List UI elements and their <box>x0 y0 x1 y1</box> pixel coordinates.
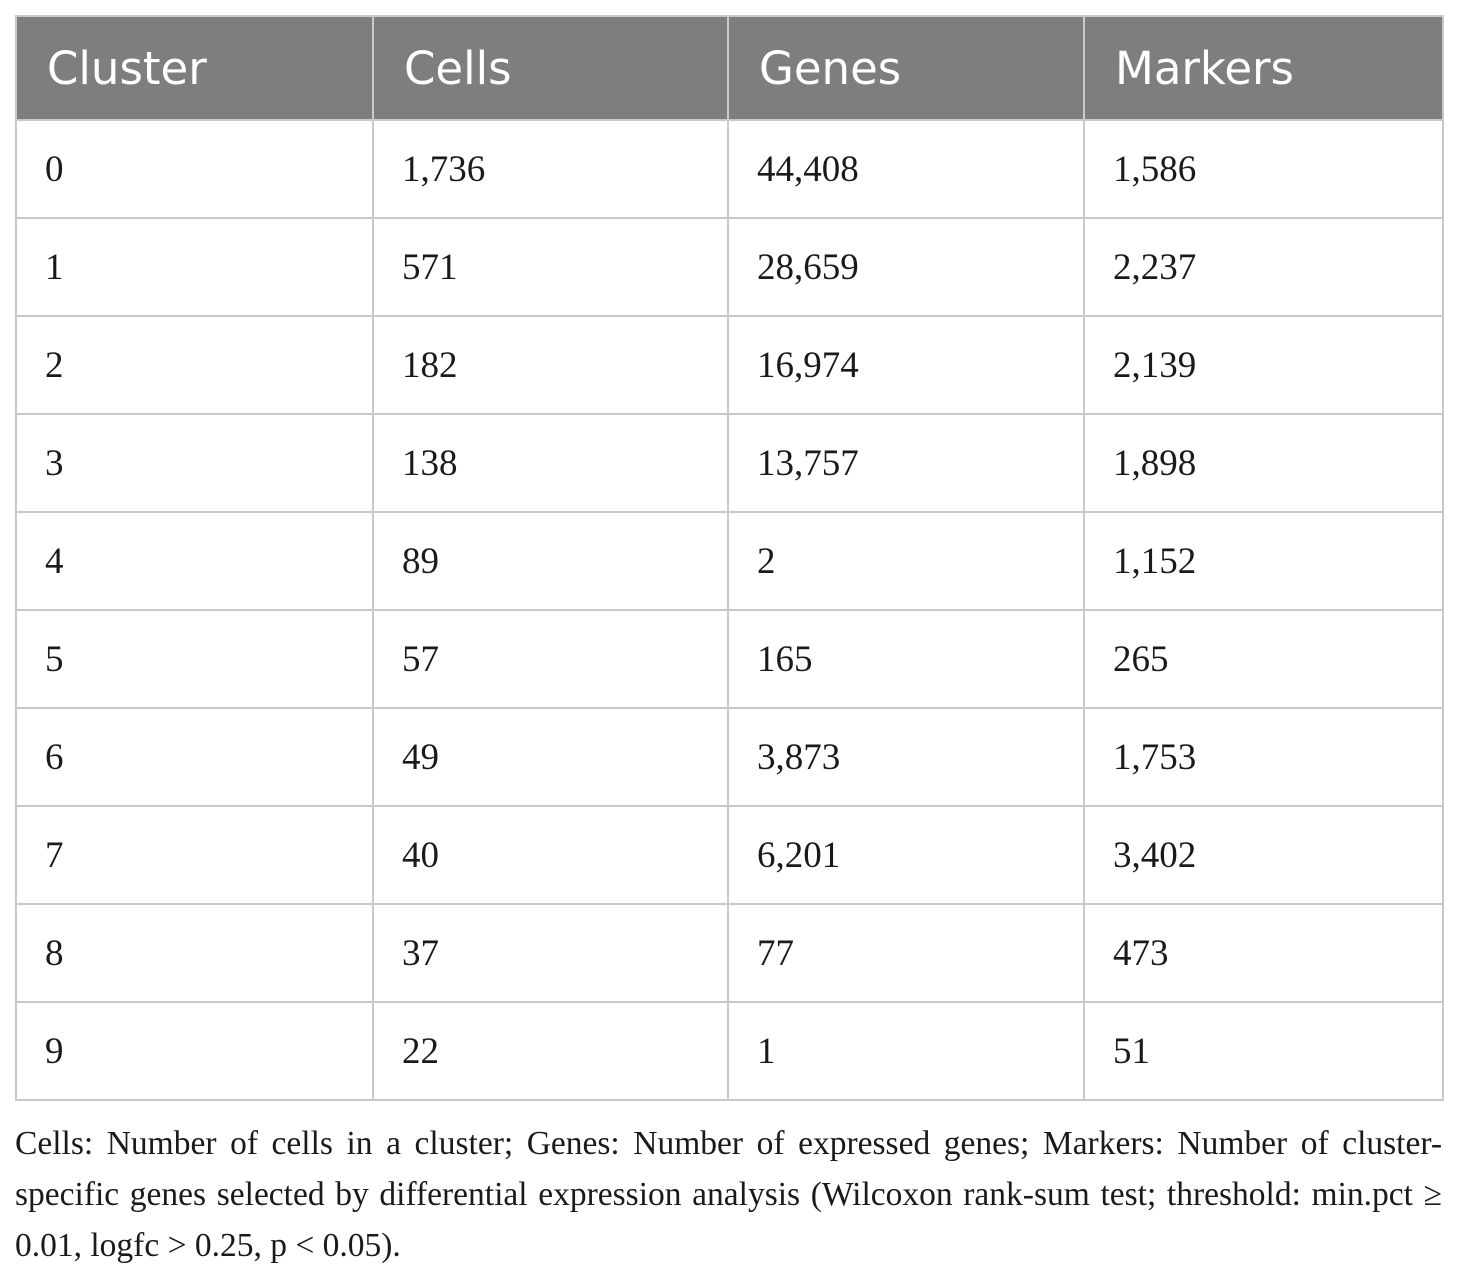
cell-cells: 138 <box>372 413 729 513</box>
cell-genes: 1 <box>727 1001 1085 1101</box>
table-row: 9 22 1 51 <box>15 1001 1444 1101</box>
cell-markers: 2,237 <box>1083 217 1444 317</box>
cell-genes: 2 <box>727 511 1085 611</box>
table-row: 4 89 2 1,152 <box>15 511 1444 611</box>
cell-cells: 57 <box>372 609 729 709</box>
table-row: 2 182 16,974 2,139 <box>15 315 1444 415</box>
cluster-table: Cluster Cells Genes Markers 0 1,736 44,4… <box>15 15 1444 1101</box>
cell-cells: 37 <box>372 903 729 1003</box>
cell-cells: 182 <box>372 315 729 415</box>
cell-genes: 77 <box>727 903 1085 1003</box>
cell-cells: 89 <box>372 511 729 611</box>
cell-genes: 6,201 <box>727 805 1085 905</box>
column-header-markers: Markers <box>1083 15 1444 121</box>
table-row: 3 138 13,757 1,898 <box>15 413 1444 513</box>
cell-markers: 1,753 <box>1083 707 1444 807</box>
cell-cluster: 9 <box>15 1001 374 1101</box>
column-header-genes: Genes <box>727 15 1085 121</box>
table-row: 6 49 3,873 1,753 <box>15 707 1444 807</box>
cell-cluster: 2 <box>15 315 374 415</box>
cell-cells: 1,736 <box>372 119 729 219</box>
cell-cluster: 6 <box>15 707 374 807</box>
cell-markers: 2,139 <box>1083 315 1444 415</box>
cell-genes: 28,659 <box>727 217 1085 317</box>
cell-genes: 13,757 <box>727 413 1085 513</box>
table-header-row: Cluster Cells Genes Markers <box>15 15 1444 121</box>
cell-genes: 3,873 <box>727 707 1085 807</box>
column-header-cluster: Cluster <box>15 15 374 121</box>
table-body: 0 1,736 44,408 1,586 1 571 28,659 2,237 … <box>15 119 1444 1101</box>
cell-cluster: 3 <box>15 413 374 513</box>
cell-cluster: 0 <box>15 119 374 219</box>
table-row: 8 37 77 473 <box>15 903 1444 1003</box>
cell-cells: 22 <box>372 1001 729 1101</box>
cluster-table-container: Cluster Cells Genes Markers 0 1,736 44,4… <box>15 15 1444 1101</box>
table-row: 5 57 165 265 <box>15 609 1444 709</box>
cell-markers: 265 <box>1083 609 1444 709</box>
column-header-cells: Cells <box>372 15 729 121</box>
cell-cluster: 5 <box>15 609 374 709</box>
cell-cluster: 8 <box>15 903 374 1003</box>
cell-markers: 1,586 <box>1083 119 1444 219</box>
cell-genes: 44,408 <box>727 119 1085 219</box>
table-footnote: Cells: Number of cells in a cluster; Gen… <box>15 1125 1442 1264</box>
cell-markers: 473 <box>1083 903 1444 1003</box>
cell-genes: 165 <box>727 609 1085 709</box>
cell-cells: 40 <box>372 805 729 905</box>
table-row: 1 571 28,659 2,237 <box>15 217 1444 317</box>
table-row: 0 1,736 44,408 1,586 <box>15 119 1444 219</box>
table-row: 7 40 6,201 3,402 <box>15 805 1444 905</box>
cell-markers: 1,898 <box>1083 413 1444 513</box>
cell-cluster: 7 <box>15 805 374 905</box>
cell-genes: 16,974 <box>727 315 1085 415</box>
cell-markers: 3,402 <box>1083 805 1444 905</box>
cell-markers: 1,152 <box>1083 511 1444 611</box>
cell-cells: 49 <box>372 707 729 807</box>
cell-markers: 51 <box>1083 1001 1444 1101</box>
cell-cluster: 4 <box>15 511 374 611</box>
cell-cells: 571 <box>372 217 729 317</box>
cell-cluster: 1 <box>15 217 374 317</box>
